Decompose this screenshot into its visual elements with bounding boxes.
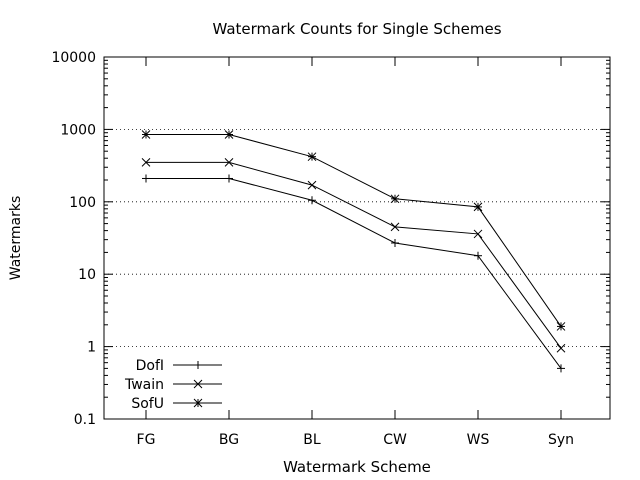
x-tick-label: CW xyxy=(383,432,407,448)
y-tick-label: 10000 xyxy=(51,50,96,66)
chart-title: Watermark Counts for Single Schemes xyxy=(212,20,501,38)
legend-label: SofU xyxy=(131,396,164,412)
data-point-sofu-stroke xyxy=(390,194,400,204)
grid-lines xyxy=(104,128,610,348)
x-tick-label: WS xyxy=(467,432,490,448)
data-point-twain xyxy=(141,158,151,167)
legend-marker xyxy=(194,361,202,369)
legend-marker-stroke xyxy=(193,398,203,408)
series-line-dofi xyxy=(146,177,562,369)
data-point-sofu-stroke xyxy=(556,322,566,331)
data-point-twain-stroke xyxy=(141,158,151,167)
x-axis-label: Watermark Scheme xyxy=(283,458,431,476)
legend-marker xyxy=(193,398,203,408)
legend-label: Twain xyxy=(124,377,164,393)
x-tick-label: Syn xyxy=(548,432,574,448)
data-point-sofu xyxy=(307,152,317,162)
legend-marker xyxy=(193,379,203,389)
data-point-dofi xyxy=(308,196,316,205)
data-point-twain xyxy=(556,343,566,353)
data-point-twain xyxy=(224,158,234,167)
y-tick-label: 1000 xyxy=(60,122,96,138)
data-point-sofu xyxy=(224,130,234,139)
data-point-sofu xyxy=(390,194,400,204)
data-point-sofu xyxy=(141,130,151,139)
series-line-sofu xyxy=(146,134,562,327)
data-point-twain-stroke xyxy=(556,343,566,353)
data-point-sofu-stroke xyxy=(307,152,317,162)
y-tick-label: 10 xyxy=(78,267,96,283)
data-point-sofu xyxy=(473,202,483,212)
y-axis-label: Watermarks xyxy=(8,196,24,281)
data-point-twain-stroke xyxy=(224,158,234,167)
x-tick-label: BL xyxy=(303,432,321,448)
data-point-twain-stroke xyxy=(307,180,317,190)
data-point-twain xyxy=(307,180,317,190)
data-point-dofi xyxy=(391,238,399,247)
x-tick-label: FG xyxy=(137,432,156,448)
data-point-sofu-stroke xyxy=(224,130,234,139)
y-tick-label: 0.1 xyxy=(74,412,96,428)
x-axis-ticks: FG BG BL CW WS Syn xyxy=(137,57,574,448)
data-point-twain-stroke xyxy=(473,229,483,239)
legend-label: DofI xyxy=(136,358,164,374)
legend: DofI Twain SofU xyxy=(124,358,222,412)
series-group xyxy=(141,130,566,373)
data-point-sofu-stroke xyxy=(141,130,151,139)
data-point-sofu-stroke xyxy=(473,202,483,212)
y-tick-label: 100 xyxy=(69,195,96,211)
data-point-dofi xyxy=(142,174,150,183)
data-point-sofu xyxy=(556,322,566,331)
data-point-dofi xyxy=(557,364,565,373)
y-tick-label: 1 xyxy=(87,340,96,356)
data-point-twain xyxy=(390,222,400,232)
x-tick-label: BG xyxy=(219,432,239,448)
data-point-twain xyxy=(473,229,483,239)
data-point-dofi xyxy=(474,251,482,260)
data-point-dofi xyxy=(225,174,233,183)
y-axis-ticks: 0.1 1 10 100 1000 10000 xyxy=(51,50,610,428)
legend-marker-stroke xyxy=(193,379,203,389)
series-line-twain xyxy=(146,161,562,349)
plot-area xyxy=(103,56,611,420)
data-point-twain-stroke xyxy=(390,222,400,232)
